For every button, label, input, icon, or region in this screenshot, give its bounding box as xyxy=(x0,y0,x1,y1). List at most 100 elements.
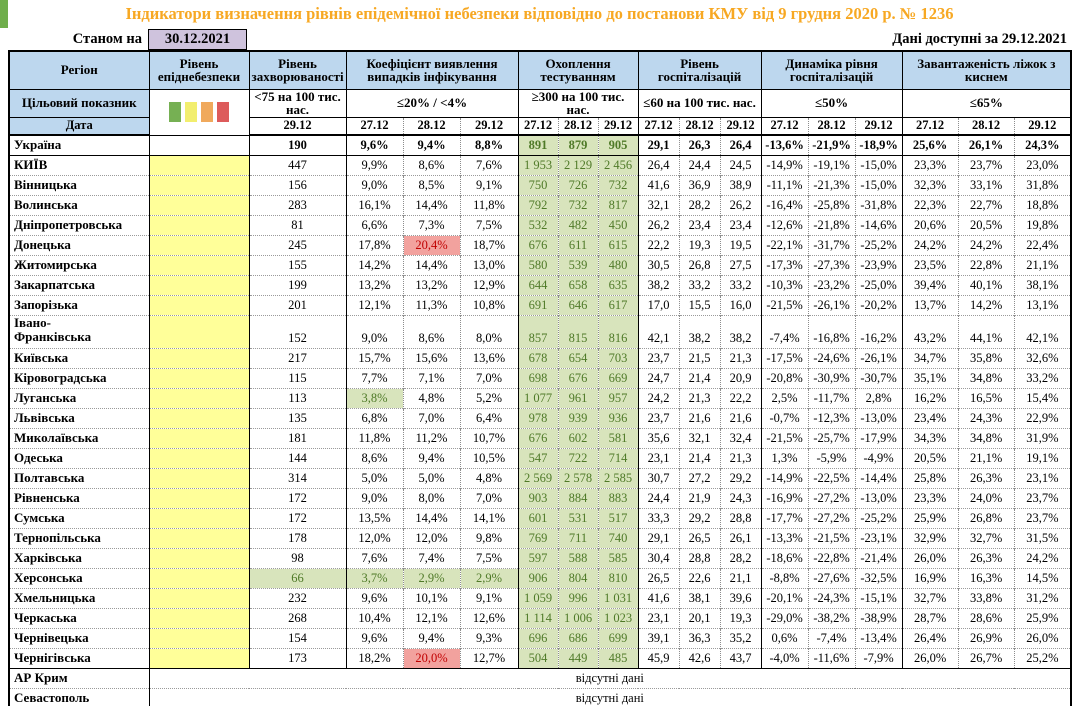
testing-cell: 678 xyxy=(517,347,559,369)
hospital_dynamics-cell: -31,7% xyxy=(807,234,856,256)
hospital_level-cell: 19,3 xyxy=(719,607,762,629)
hospital_dynamics-cell: -22,8% xyxy=(807,547,856,569)
incidence-cell: 98 xyxy=(248,547,346,569)
date-row-label: Дата xyxy=(9,117,149,137)
title-bar: Індикатори визначення рівнів епідемічної… xyxy=(8,0,1071,28)
oxygen_beds-cell: 34,8% xyxy=(957,427,1015,449)
epid-level-cell xyxy=(148,194,249,216)
oxygen_beds-cell: 23,3% xyxy=(901,487,959,509)
incidence-cell: 232 xyxy=(248,587,346,609)
incidence-cell: 245 xyxy=(248,234,346,256)
testing-cell: 769 xyxy=(517,527,559,549)
oxygen_beds-cell: 42,1% xyxy=(1013,314,1072,349)
hospital_dynamics-cell: -27,3% xyxy=(807,254,856,276)
oxygen_beds-cell: 22,8% xyxy=(957,254,1015,276)
incidence-cell: 217 xyxy=(248,347,346,369)
testing-cell: 961 xyxy=(557,387,599,409)
epid-level-cell xyxy=(148,467,249,489)
oxygen_beds-cell: 25,6% xyxy=(901,135,959,156)
incidence-cell: 144 xyxy=(248,447,346,469)
hospital_dynamics-cell: -27,6% xyxy=(807,567,856,589)
no-data-cell: відсутні дані xyxy=(148,667,1072,689)
hospital_level-cell: 38,2 xyxy=(678,314,721,349)
region-cell: Одеська xyxy=(9,447,149,469)
detection-cell: 9,6% xyxy=(345,587,403,609)
hospital_dynamics-cell: -25,2% xyxy=(854,234,903,256)
hospital_level-cell: 23,1 xyxy=(637,447,680,469)
testing-cell: 816 xyxy=(597,314,639,349)
incidence-cell: 173 xyxy=(248,647,346,669)
oxygen_beds-cell: 22,7% xyxy=(957,194,1015,216)
region-cell: Донецька xyxy=(9,234,149,256)
detection-cell: 10,7% xyxy=(459,427,519,449)
incidence-cell: 172 xyxy=(248,487,346,509)
detection-cell: 6,8% xyxy=(345,407,403,429)
oxygen_beds-cell: 23,7% xyxy=(1013,487,1072,509)
region-cell: Львівська xyxy=(9,407,149,429)
hospital_level-cell: 39,1 xyxy=(637,627,680,649)
hospital_dynamics-cell: -31,8% xyxy=(854,194,903,216)
detection-cell: 10,1% xyxy=(402,587,460,609)
hospital_level-cell: 22,2 xyxy=(719,387,762,409)
oxygen_beds-cell: 33,2% xyxy=(1013,367,1072,389)
green-accent-strip xyxy=(0,0,8,28)
epid-level-cell xyxy=(148,234,249,256)
incidence-cell: 66 xyxy=(248,567,346,589)
hospital_dynamics-cell: -12,3% xyxy=(807,407,856,429)
detection-cell: 13,5% xyxy=(345,507,403,529)
testing-cell: 722 xyxy=(557,447,599,469)
testing-cell: 699 xyxy=(597,627,639,649)
hospital_dynamics-cell: -4,0% xyxy=(760,647,809,669)
oxygen_beds-cell: 40,1% xyxy=(957,274,1015,296)
hospital_dynamics-header: Динаміка рівня госпіталізацій xyxy=(760,51,903,90)
incidence-cell: 135 xyxy=(248,407,346,429)
testing-cell: 750 xyxy=(517,174,559,196)
data-available-label: Дані доступні за xyxy=(892,30,999,47)
testing-cell: 2 578 xyxy=(557,467,599,489)
oxygen_beds-cell: 31,9% xyxy=(1013,427,1072,449)
detection-cell: 2,9% xyxy=(459,567,519,589)
detection-cell: 9,4% xyxy=(402,135,460,156)
date-cell: 27.12 xyxy=(637,117,680,137)
hospital_level-cell: 23,1 xyxy=(637,607,680,629)
hospital_level-cell: 33,2 xyxy=(719,274,762,296)
table-row: Львівська 135 6,8% 7,0% 6,4% 978 939 936 23,7 21,… xyxy=(9,407,1072,429)
detection-cell: 9,0% xyxy=(345,487,403,509)
oxygen_beds-cell: 26,0% xyxy=(1013,627,1072,649)
oxygen_beds-cell: 23,5% xyxy=(901,254,959,276)
region-cell: АР Крим xyxy=(9,667,149,689)
epid-level-cell xyxy=(148,214,249,236)
oxygen_beds-cell: 24,0% xyxy=(957,487,1015,509)
hospital_dynamics-cell: -7,9% xyxy=(854,647,903,669)
hospital_dynamics-cell: 2,8% xyxy=(854,387,903,409)
detection-cell: 9,4% xyxy=(402,627,460,649)
detection-cell: 8,6% xyxy=(345,447,403,469)
region-cell: Луганська xyxy=(9,387,149,409)
hospital_level-cell: 26,2 xyxy=(637,214,680,236)
date-cell: 28.12 xyxy=(402,117,460,137)
target-row-label: Цільовий показник xyxy=(9,89,149,118)
detection-cell: 12,7% xyxy=(459,647,519,669)
hospital_dynamics-cell: -13,0% xyxy=(854,487,903,509)
hospital_dynamics-cell: -16,8% xyxy=(807,314,856,349)
table-row: Закарпатська 199 13,2% 13,2% 12,9% 644 658 635 3… xyxy=(9,274,1072,296)
oxygen_beds-cell: 32,6% xyxy=(1013,347,1072,369)
hospital_level-cell: 26,5 xyxy=(637,567,680,589)
epid-level-cell xyxy=(148,607,249,629)
testing-cell: 1 023 xyxy=(597,607,639,629)
incidence-cell: 155 xyxy=(248,254,346,276)
hospital_level-cell: 22,6 xyxy=(678,567,721,589)
oxygen_beds-cell: 20,6% xyxy=(901,214,959,236)
table-row: Рівненська 172 9,0% 8,0% 7,0% 903 884 883 24,4 21… xyxy=(9,487,1072,509)
oxygen_beds-cell: 44,1% xyxy=(957,314,1015,349)
date-cell: 29.12 xyxy=(248,117,346,137)
table-row: Сумська 172 13,5% 14,4% 14,1% 601 531 517 33,3 29… xyxy=(9,507,1072,529)
detection-cell: 11,3% xyxy=(402,294,460,316)
hospital_dynamics-cell: -4,9% xyxy=(854,447,903,469)
hospital_level-cell: 26,3 xyxy=(678,135,721,156)
detection-cell: 9,4% xyxy=(402,447,460,469)
oxygen_beds-cell: 25,9% xyxy=(1013,607,1072,629)
hospital_level-cell: 21,9 xyxy=(678,487,721,509)
epid-level-cell xyxy=(148,527,249,549)
testing-cell: 482 xyxy=(557,214,599,236)
